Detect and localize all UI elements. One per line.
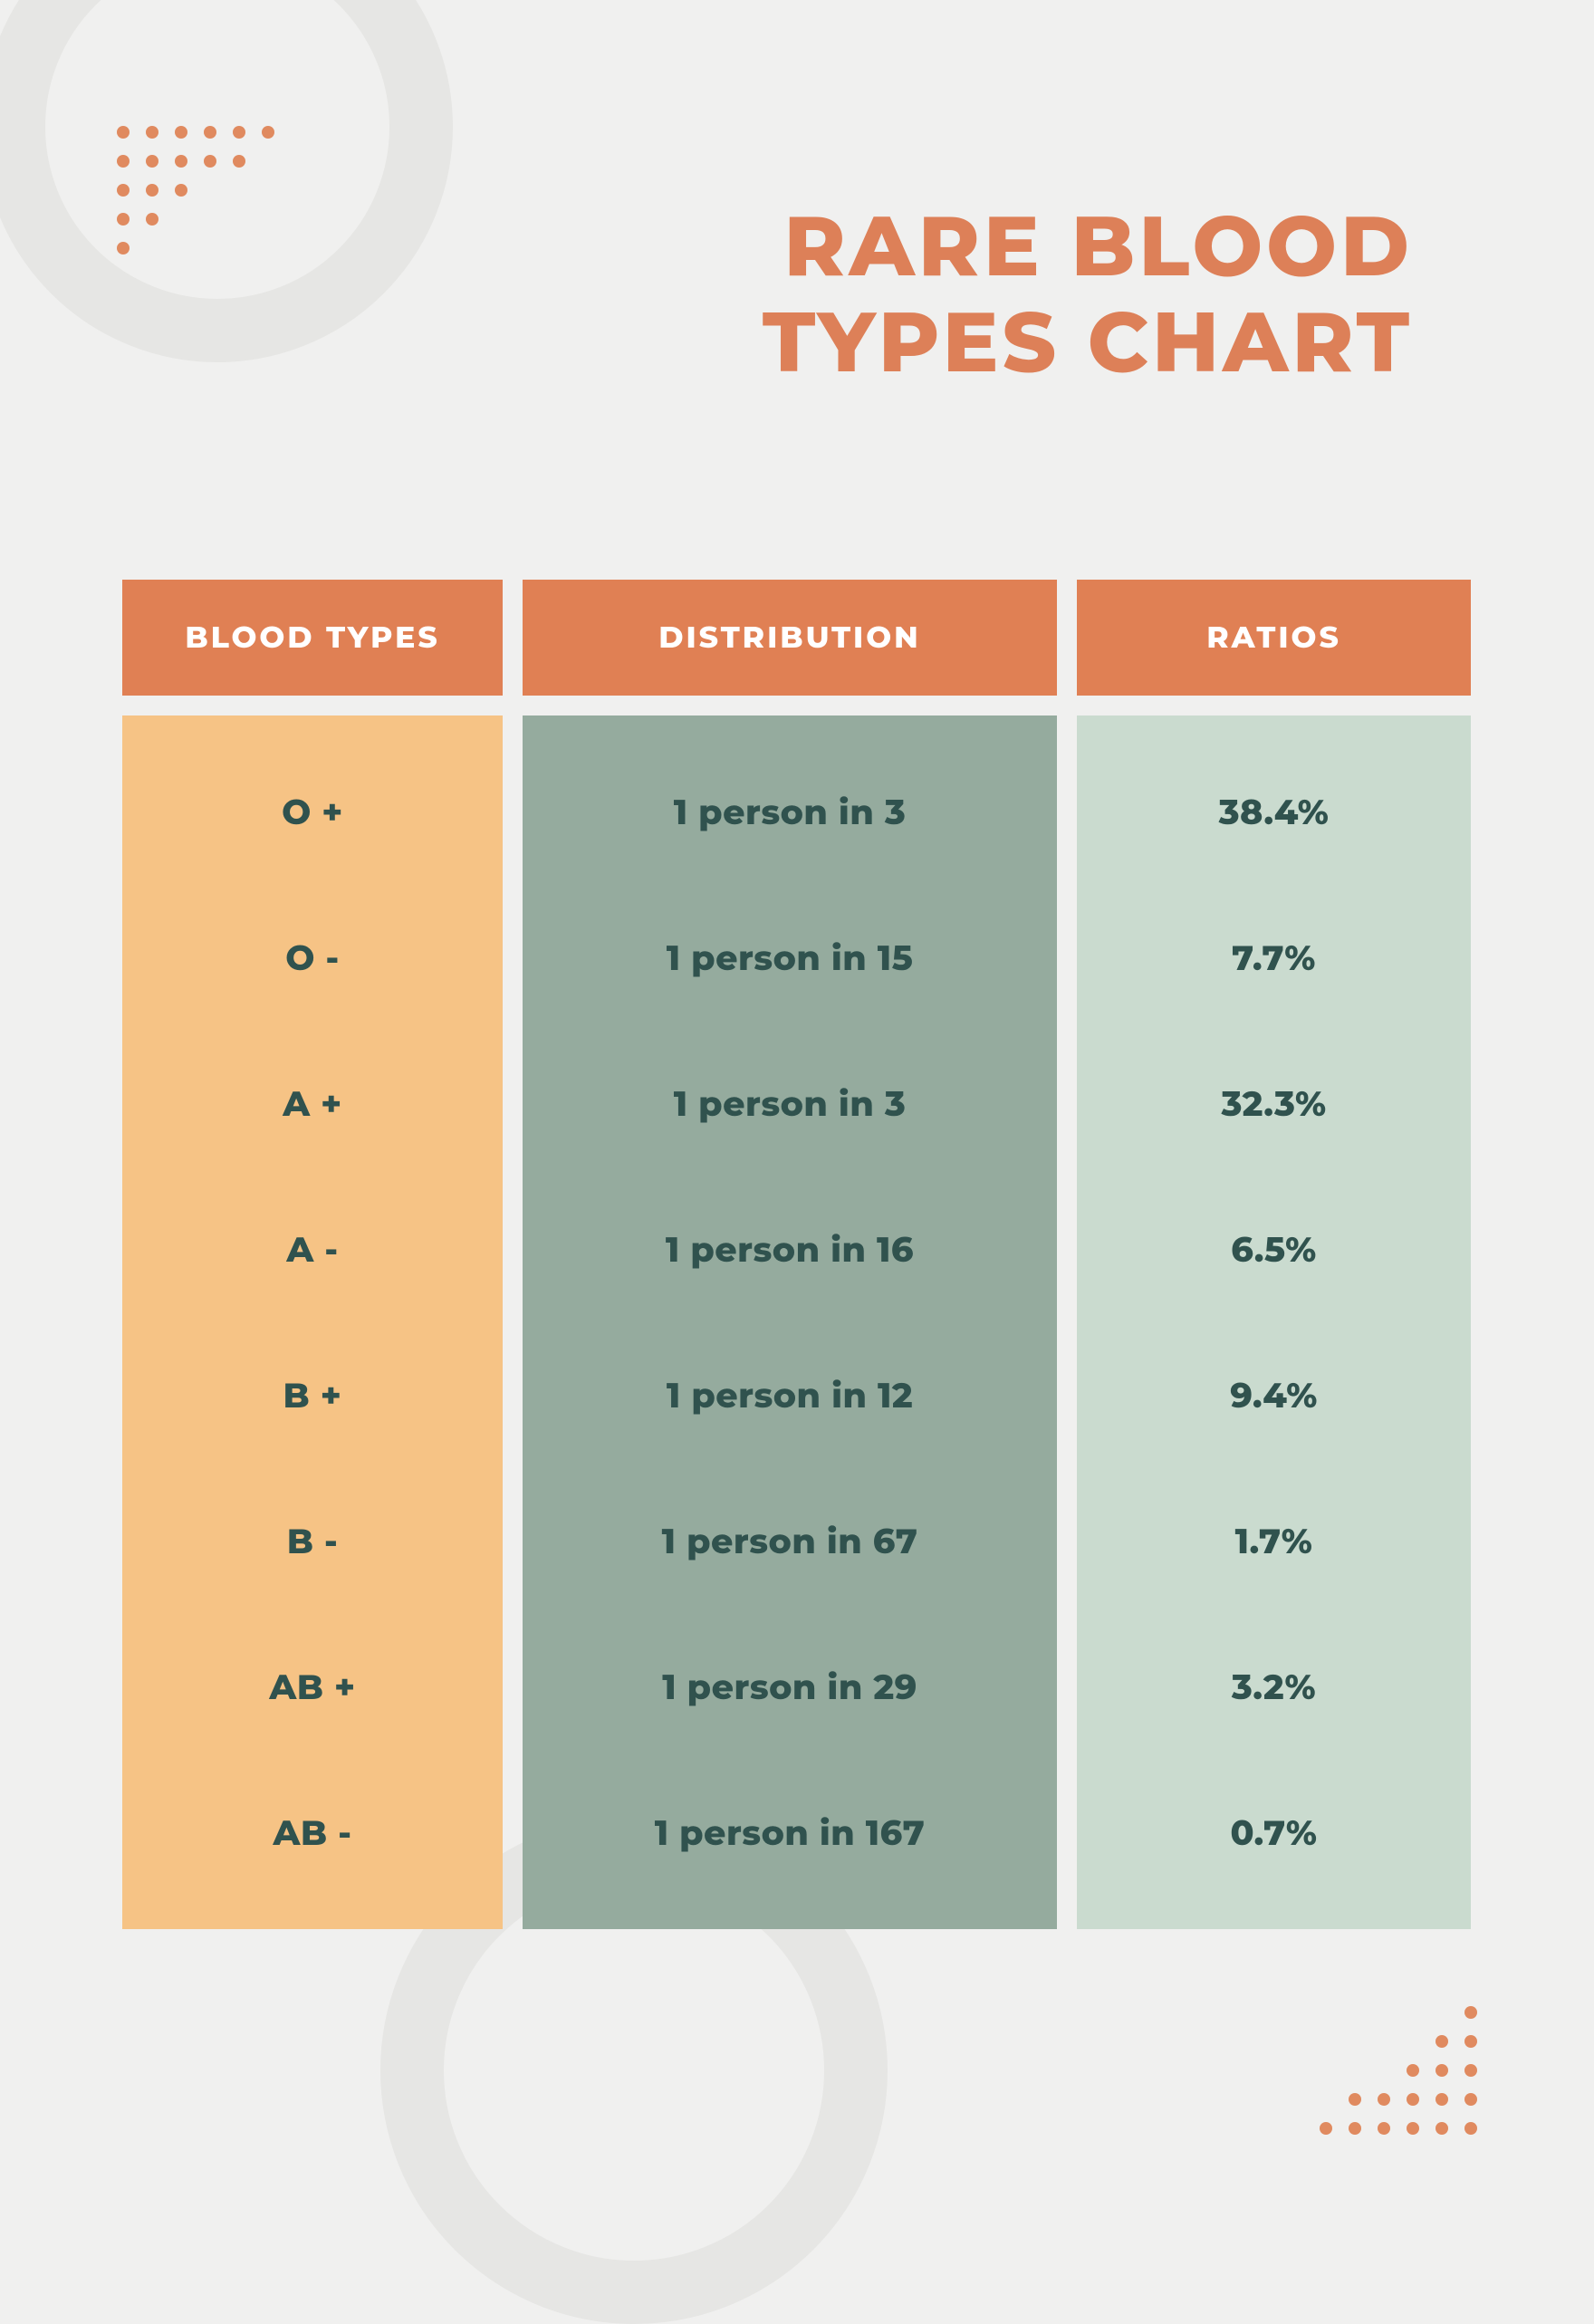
table-cell: B - bbox=[122, 1468, 503, 1614]
table-cell: 9.4% bbox=[1077, 1322, 1471, 1468]
table-cell: O - bbox=[122, 885, 503, 1031]
table-cell: 7.7% bbox=[1077, 885, 1471, 1031]
blood-types-table: BLOOD TYPES DISTRIBUTION RATIOS O + O - … bbox=[122, 580, 1472, 1929]
dots-decoration-bottom bbox=[1311, 1998, 1485, 2143]
table-cell: 32.3% bbox=[1077, 1031, 1471, 1176]
table-cell: 6.5% bbox=[1077, 1176, 1471, 1322]
table-cell: 3.2% bbox=[1077, 1614, 1471, 1760]
table-cell: A - bbox=[122, 1176, 503, 1322]
table-header-distribution: DISTRIBUTION bbox=[523, 580, 1057, 696]
page-title: RARE BLOOD TYPES CHART bbox=[763, 199, 1413, 391]
table-cell: 1 person in 167 bbox=[523, 1760, 1057, 1906]
table-cell: O + bbox=[122, 739, 503, 885]
table-cell: 1 person in 3 bbox=[523, 1031, 1057, 1176]
table-cell: 1 person in 15 bbox=[523, 885, 1057, 1031]
table-cell: 1 person in 16 bbox=[523, 1176, 1057, 1322]
table-cell: 1 person in 67 bbox=[523, 1468, 1057, 1614]
table-cell: 1 person in 29 bbox=[523, 1614, 1057, 1760]
title-line-1: RARE BLOOD bbox=[763, 199, 1413, 295]
title-line-2: TYPES CHART bbox=[763, 295, 1413, 391]
table-cell: B + bbox=[122, 1322, 503, 1468]
table-body: O + O - A + A - B + B - AB + AB - 1 pers… bbox=[122, 715, 1472, 1929]
table-cell: A + bbox=[122, 1031, 503, 1176]
table-header-blood-types: BLOOD TYPES bbox=[122, 580, 503, 696]
table-cell: 1 person in 12 bbox=[523, 1322, 1057, 1468]
table-cell: AB + bbox=[122, 1614, 503, 1760]
table-header-row: BLOOD TYPES DISTRIBUTION RATIOS bbox=[122, 580, 1472, 696]
table-column-blood-types: O + O - A + A - B + B - AB + AB - bbox=[122, 715, 503, 1929]
table-cell: 1.7% bbox=[1077, 1468, 1471, 1614]
table-column-distribution: 1 person in 3 1 person in 15 1 person in… bbox=[523, 715, 1057, 1929]
table-cell: 1 person in 3 bbox=[523, 739, 1057, 885]
table-cell: AB - bbox=[122, 1760, 503, 1906]
table-cell: 38.4% bbox=[1077, 739, 1471, 885]
dots-decoration-top bbox=[109, 118, 283, 263]
table-header-ratios: RATIOS bbox=[1077, 580, 1471, 696]
table-column-ratios: 38.4% 7.7% 32.3% 6.5% 9.4% 1.7% 3.2% 0.7… bbox=[1077, 715, 1471, 1929]
table-cell: 0.7% bbox=[1077, 1760, 1471, 1906]
